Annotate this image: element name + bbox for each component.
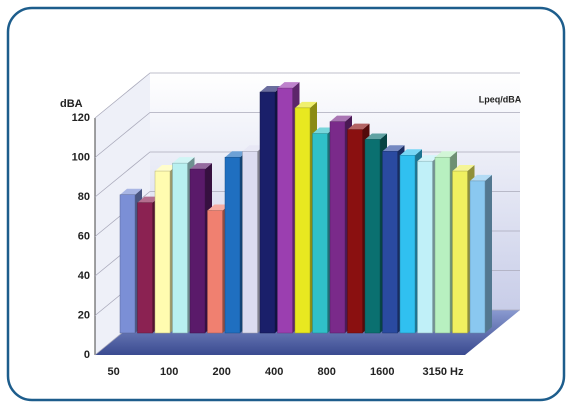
- bar-top: [190, 163, 212, 170]
- y-tick-label: 20: [78, 309, 90, 321]
- bar-top: [260, 86, 282, 93]
- bar-front: [242, 151, 258, 334]
- bar-front: [329, 121, 346, 334]
- bar-front: [364, 139, 381, 334]
- y-axis-label: dBA: [60, 98, 83, 110]
- bar-top: [172, 157, 195, 164]
- y-tick-label: 0: [84, 349, 90, 361]
- bar-front: [452, 170, 468, 334]
- bar-top: [347, 123, 370, 130]
- bar-top: [312, 127, 335, 134]
- bar-front: [207, 210, 223, 334]
- x-tick-label: 800: [318, 366, 336, 378]
- bar-front: [119, 194, 136, 334]
- bar-front: [224, 156, 241, 334]
- bar-front: [154, 170, 171, 334]
- bar-top: [330, 115, 352, 122]
- y-tick-label: 40: [78, 270, 90, 282]
- bar-top: [242, 145, 265, 152]
- bar-front: [277, 87, 293, 334]
- bar-top: [137, 196, 160, 203]
- bar-front: [189, 168, 206, 334]
- bar-side: [485, 174, 492, 333]
- x-tick-label: 3150 Hz: [423, 366, 464, 378]
- y-tick-label: 60: [78, 230, 90, 242]
- y-tick-label: 100: [72, 151, 90, 163]
- grid-line: [94, 112, 520, 158]
- y-tick-label: 80: [78, 191, 90, 203]
- bar-top: [382, 145, 405, 152]
- bar-top: [225, 151, 247, 158]
- bar-front: [294, 107, 311, 334]
- bar-front: [259, 91, 276, 334]
- bar-front: [347, 129, 363, 334]
- legend: Lpeq/dBA: [479, 94, 522, 104]
- x-tick-label: 1600: [370, 366, 394, 378]
- bar-top: [365, 133, 387, 140]
- bar-front: [399, 155, 416, 334]
- bar-front: [172, 162, 188, 334]
- x-tick-label: 200: [213, 366, 231, 378]
- bar-front: [434, 156, 451, 334]
- bar-top: [435, 151, 457, 158]
- bar-top: [120, 188, 142, 195]
- y-tick-label: 120: [72, 112, 90, 124]
- bar-front: [137, 202, 153, 334]
- bar-top: [452, 165, 475, 172]
- bar-top: [400, 149, 422, 156]
- bar-top: [155, 165, 177, 172]
- x-tick-label: 100: [160, 366, 178, 378]
- grid-line: [94, 72, 520, 119]
- x-tick-label: 400: [265, 366, 283, 378]
- bar-top: [295, 101, 317, 108]
- bar-front: [417, 160, 433, 334]
- bar-front: [382, 151, 398, 334]
- bar-front: [312, 133, 328, 334]
- x-tick-label: 50: [108, 366, 120, 378]
- bar-front: [469, 180, 486, 334]
- bar-top: [417, 155, 440, 162]
- bar-top: [277, 82, 300, 89]
- bar-top: [470, 174, 492, 181]
- bar: [469, 174, 492, 334]
- bar-top: [207, 204, 230, 211]
